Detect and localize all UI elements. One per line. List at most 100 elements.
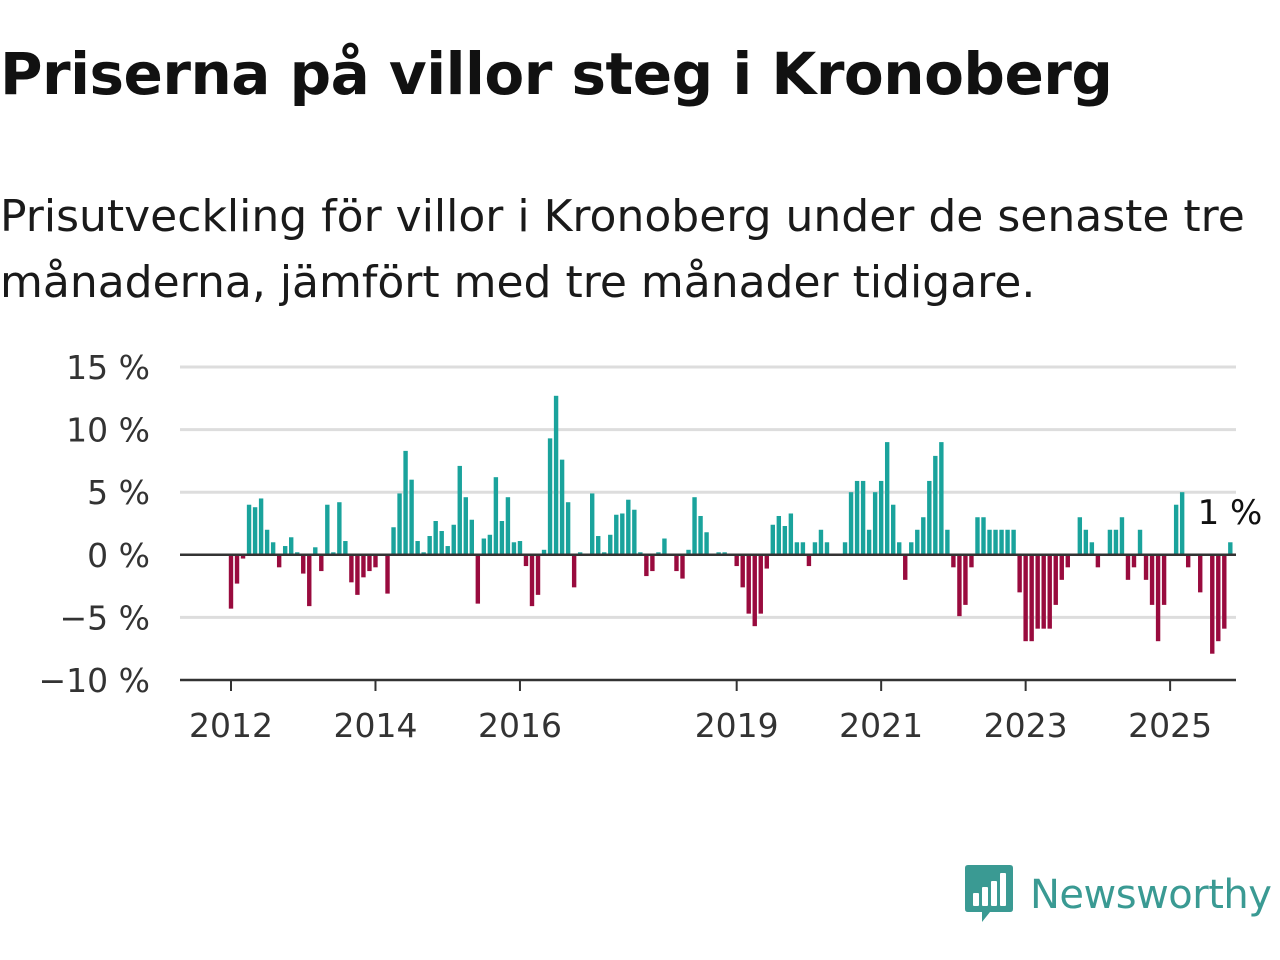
data-bar xyxy=(842,542,848,555)
data-bar xyxy=(903,554,908,580)
data-bar xyxy=(987,529,992,555)
data-bar xyxy=(523,554,529,567)
data-bar xyxy=(860,480,866,555)
data-bar xyxy=(770,524,775,555)
x-tick-label: 2025 xyxy=(1128,706,1212,745)
data-bar xyxy=(319,554,324,572)
data-bar xyxy=(517,541,523,555)
data-bar xyxy=(800,542,806,555)
data-bar xyxy=(493,477,499,555)
data-bar xyxy=(758,554,763,614)
data-bar xyxy=(824,542,830,555)
data-bar xyxy=(427,536,432,555)
data-bar xyxy=(445,546,450,555)
data-bar xyxy=(878,480,884,555)
data-bar xyxy=(571,554,577,588)
last-value-label: 1 % xyxy=(1198,493,1263,533)
data-bar xyxy=(704,532,709,555)
x-tick-label: 2021 xyxy=(839,706,923,745)
data-bar xyxy=(746,554,751,614)
data-bar xyxy=(776,515,782,555)
data-bar xyxy=(505,497,511,555)
data-bar xyxy=(409,479,414,555)
data-bar xyxy=(1149,554,1155,605)
data-bar xyxy=(1143,554,1149,580)
data-bar xyxy=(559,459,565,555)
y-tick-label: 15 % xyxy=(66,348,150,387)
data-bar xyxy=(270,542,276,555)
data-bar xyxy=(692,497,697,555)
data-bar xyxy=(258,498,264,555)
data-bar xyxy=(385,554,390,594)
data-bar xyxy=(1017,554,1022,593)
data-bar xyxy=(1210,554,1215,654)
data-bar xyxy=(662,538,667,555)
data-bar xyxy=(301,554,306,574)
data-bar xyxy=(674,554,679,572)
data-bar xyxy=(282,546,288,555)
data-bar xyxy=(295,552,300,555)
data-bar xyxy=(1059,554,1064,580)
data-bar xyxy=(1179,492,1185,555)
chart-subtitle: Prisutveckling för villor i Kronoberg un… xyxy=(0,191,1245,308)
data-bar xyxy=(1155,554,1161,642)
data-bar xyxy=(1011,529,1016,555)
data-bar xyxy=(276,554,282,568)
data-bar xyxy=(957,554,962,617)
data-bar xyxy=(367,554,372,572)
data-bar xyxy=(403,450,408,555)
data-bar xyxy=(686,549,691,555)
newsworthy-logo-icon xyxy=(964,863,1014,927)
data-bar xyxy=(349,554,354,583)
data-bar xyxy=(1216,554,1221,642)
data-bar xyxy=(620,513,625,555)
data-bar xyxy=(1131,554,1137,568)
data-bar xyxy=(939,442,944,555)
data-bar xyxy=(638,552,643,555)
data-bar xyxy=(1047,554,1052,629)
data-bar xyxy=(722,552,727,555)
data-bar xyxy=(1077,517,1083,555)
data-bar xyxy=(240,554,246,559)
data-bar xyxy=(457,465,462,555)
y-tick-label: 10 % xyxy=(66,411,150,450)
data-bar xyxy=(289,537,294,555)
data-bar xyxy=(891,504,896,555)
data-bar xyxy=(590,493,595,555)
data-bar xyxy=(252,507,258,555)
data-bar xyxy=(1198,554,1203,593)
data-bar xyxy=(993,529,998,555)
x-tick-label: 2014 xyxy=(333,706,417,745)
newsworthy-brand[interactable]: Newsworthy xyxy=(964,863,1272,927)
data-bar xyxy=(1023,554,1028,642)
data-bar xyxy=(933,455,938,555)
data-bar xyxy=(608,534,613,555)
data-bar xyxy=(547,438,553,555)
data-bar xyxy=(752,554,757,627)
data-bar xyxy=(921,517,926,555)
data-bar xyxy=(945,529,950,555)
data-bar xyxy=(1161,554,1167,605)
data-bar xyxy=(794,542,800,555)
data-bar xyxy=(734,554,739,567)
data-bar xyxy=(915,529,920,555)
data-bar xyxy=(1113,529,1119,555)
data-bar xyxy=(866,529,872,555)
data-bar xyxy=(1222,554,1227,629)
data-bar xyxy=(1107,529,1113,555)
data-bar xyxy=(246,504,252,555)
data-bar xyxy=(331,552,336,555)
data-bar xyxy=(1035,554,1040,629)
brand-name: Newsworthy xyxy=(1030,872,1272,918)
data-bar xyxy=(1119,517,1125,555)
data-bar xyxy=(854,480,860,555)
data-bar xyxy=(909,542,914,555)
data-bar xyxy=(234,554,240,584)
data-bar xyxy=(487,534,493,555)
data-bar xyxy=(680,554,685,579)
y-tick-label: 5 % xyxy=(87,473,150,512)
data-bar xyxy=(596,536,601,555)
data-bar xyxy=(963,554,968,605)
x-tick-label: 2016 xyxy=(478,706,562,745)
data-bar xyxy=(1185,554,1191,568)
